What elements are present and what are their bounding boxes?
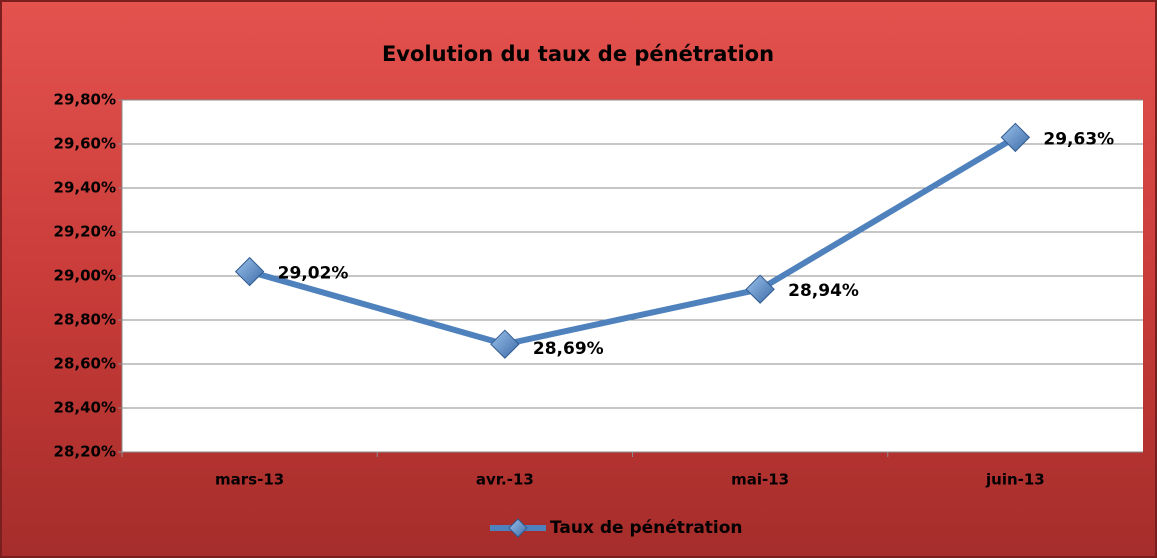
data-point [490, 329, 520, 359]
data-label: 28,69% [533, 339, 604, 359]
data-label: 29,63% [1043, 129, 1114, 149]
y-tick-label: 29,60% [54, 135, 116, 153]
y-tick-label: 29,00% [54, 267, 116, 285]
y-tick-label: 29,80% [54, 91, 116, 109]
legend-label: Taux de pénétration [550, 518, 743, 538]
data-label: 28,94% [788, 281, 859, 301]
x-tick-label: mars-13 [215, 471, 284, 489]
data-point [1000, 122, 1031, 153]
y-tick-label: 28,20% [54, 443, 116, 461]
data-point [234, 256, 265, 287]
legend-marker [508, 518, 528, 538]
chart-title: Evolution du taux de pénétration [382, 42, 774, 66]
y-tick-label: 28,60% [54, 355, 116, 373]
data-point [745, 274, 775, 304]
y-tick-label: 28,80% [54, 311, 116, 329]
x-tick-label: juin-13 [985, 471, 1045, 489]
x-tick-label: avr.-13 [476, 471, 534, 489]
y-tick-label: 29,20% [54, 223, 116, 241]
y-tick-label: 29,40% [54, 179, 116, 197]
series-line [248, 134, 1017, 348]
y-tick-label: 28,40% [54, 399, 116, 417]
x-tick-label: mai-13 [731, 471, 789, 489]
data-label: 29,02% [278, 264, 349, 284]
